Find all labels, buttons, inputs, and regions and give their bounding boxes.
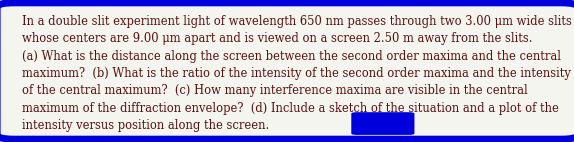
Text: intensity versus position along the screen.: intensity versus position along the scre… (22, 119, 269, 132)
FancyBboxPatch shape (0, 3, 574, 139)
Text: whose centers are 9.00 μm apart and is viewed on a screen 2.50 m away from the s: whose centers are 9.00 μm apart and is v… (22, 32, 532, 45)
Text: (a) What is the distance along the screen between the second order maxima and th: (a) What is the distance along the scree… (22, 50, 561, 63)
Text: In a double slit experiment light of wavelength 650 nm passes through two 3.00 μ: In a double slit experiment light of wav… (22, 15, 572, 28)
Text: maximum of the diffraction envelope?  (d) Include a sketch of the situation and : maximum of the diffraction envelope? (d)… (22, 102, 559, 115)
Text: of the central maximum?  (c) How many interference maxima are visible in the cen: of the central maximum? (c) How many int… (22, 84, 528, 97)
Text: maximum?  (b) What is the ratio of the intensity of the second order maxima and : maximum? (b) What is the ratio of the in… (22, 67, 571, 80)
FancyBboxPatch shape (351, 112, 414, 135)
